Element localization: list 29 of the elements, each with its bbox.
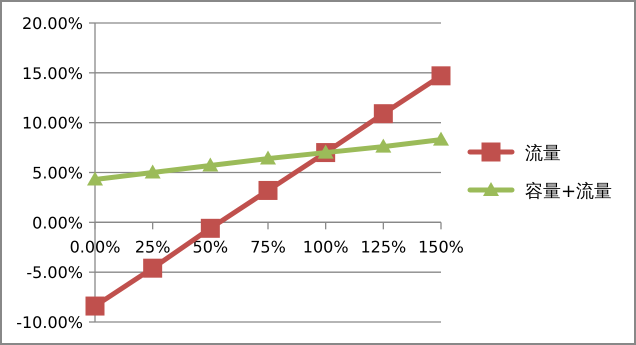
x-tick-label: 100%	[302, 237, 349, 256]
point	[87, 171, 103, 186]
y-tick-label: 20.00%	[22, 14, 83, 33]
point	[200, 218, 220, 238]
point	[258, 180, 278, 200]
point	[432, 66, 450, 86]
y-tick-label: 5.00%	[32, 164, 83, 182]
x-tick-label: 50%	[192, 237, 228, 256]
point	[375, 138, 392, 153]
point	[260, 150, 276, 165]
x-tick-label: 150%	[418, 237, 464, 256]
x-tick-label: 125%	[360, 237, 406, 256]
point	[86, 296, 104, 316]
legend-label: 流量	[525, 143, 561, 164]
y-tick-label: -10.00%	[16, 313, 83, 332]
point	[202, 158, 218, 172]
point	[374, 104, 393, 124]
point	[318, 144, 334, 159]
y-tick-label: 0.00%	[32, 213, 83, 232]
legend-label: 容量+流量	[525, 181, 612, 202]
x-tick-label: 0.00%	[70, 237, 120, 256]
y-tick-label: 10.00%	[22, 114, 83, 133]
point	[143, 258, 162, 278]
x-tick-label: 75%	[250, 237, 286, 256]
point	[433, 132, 449, 146]
point	[144, 164, 161, 178]
y-tick-label: -5.00%	[26, 263, 83, 282]
x-tick-label: 25%	[134, 237, 170, 256]
y-tick-label: 15.00%	[22, 64, 83, 83]
